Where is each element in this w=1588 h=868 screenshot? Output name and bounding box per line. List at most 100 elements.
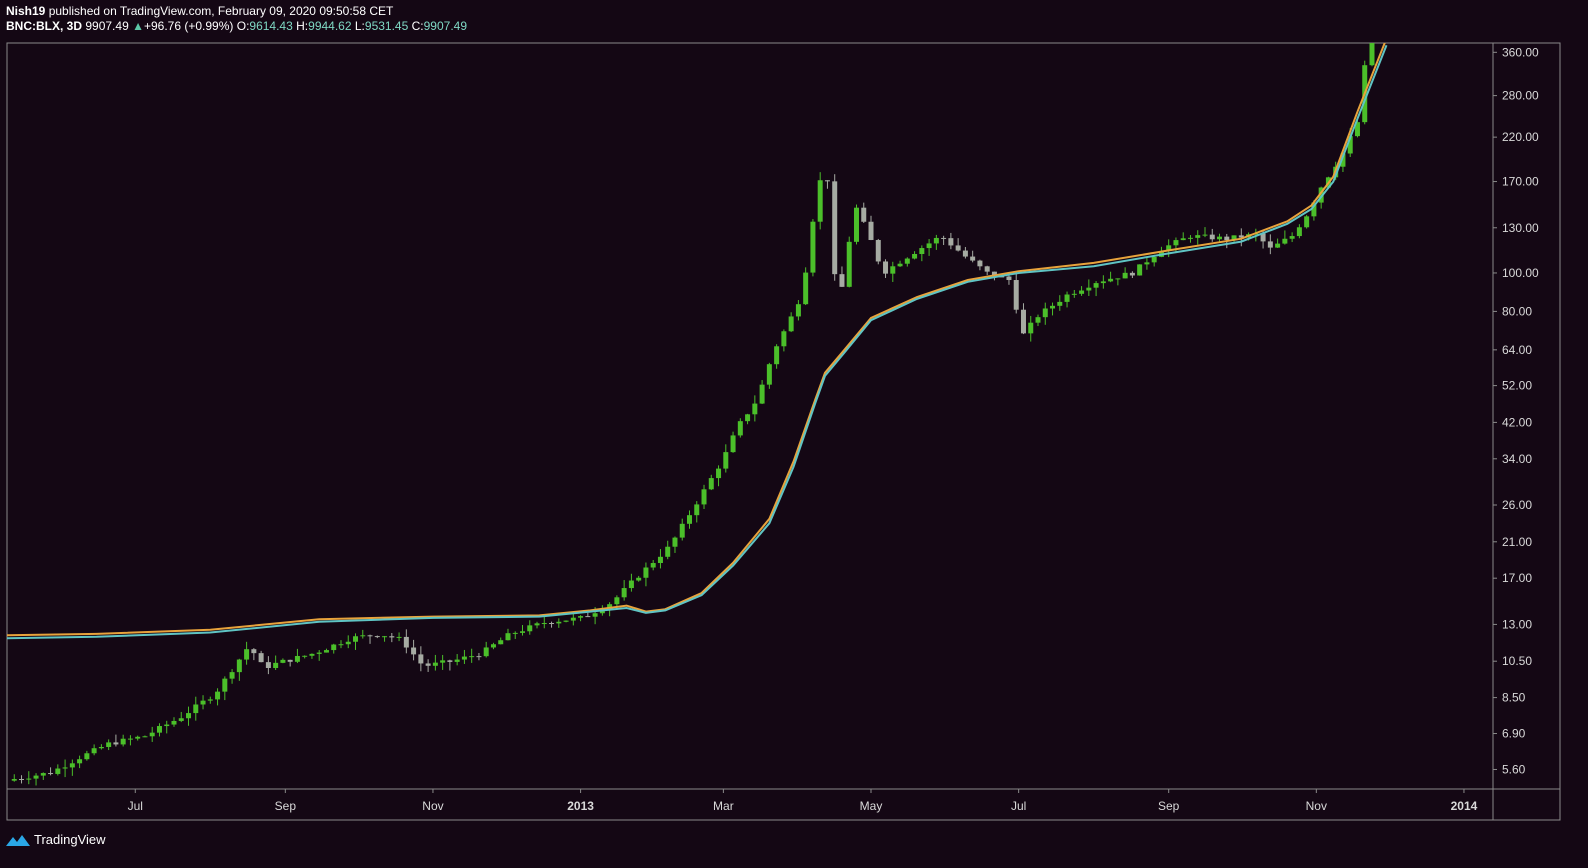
candle-body: [1035, 317, 1041, 323]
candle: [578, 615, 584, 622]
candle-body: [418, 654, 424, 664]
candle-body: [948, 238, 954, 246]
candle: [643, 562, 649, 587]
candle-body: [280, 659, 286, 663]
y-tick-label: 26.00: [1502, 498, 1532, 512]
candle-body: [817, 180, 823, 222]
candle-body: [1057, 301, 1063, 306]
candle-body: [178, 718, 184, 721]
candle-body: [1311, 202, 1317, 217]
candle: [1115, 278, 1121, 286]
candle: [91, 744, 97, 756]
candle-body: [1304, 216, 1310, 228]
candle-body: [556, 621, 562, 624]
candle: [1238, 228, 1244, 247]
candle-body: [694, 504, 700, 516]
candle-body: [846, 241, 852, 287]
candle: [1122, 267, 1128, 279]
candle: [55, 764, 61, 776]
candle-body: [1340, 153, 1346, 167]
candle-body: [19, 779, 25, 781]
candle-body: [527, 625, 533, 632]
y-tick-label: 13.00: [1502, 617, 1532, 631]
candle: [476, 652, 482, 661]
candle: [360, 629, 366, 639]
publisher-name[interactable]: Nish19: [6, 4, 46, 18]
candle-body: [686, 515, 692, 524]
candle-body: [353, 636, 359, 642]
candle-body: [91, 748, 97, 754]
candle: [77, 755, 83, 769]
candle: [382, 635, 388, 642]
candle: [948, 232, 954, 250]
candle: [679, 518, 685, 541]
candle-body: [599, 609, 605, 614]
candle-body: [222, 678, 228, 692]
candle: [127, 735, 133, 746]
y-tick-label: 5.60: [1502, 762, 1526, 776]
candle: [33, 773, 39, 786]
candle-body: [1217, 236, 1223, 240]
candle-body: [1129, 272, 1135, 276]
candle: [795, 300, 801, 321]
footer-brand-label: TradingView: [34, 832, 106, 847]
candle-body: [62, 767, 68, 769]
candle: [135, 735, 141, 741]
candle: [1137, 264, 1143, 276]
candle-body: [585, 616, 591, 618]
candle: [1144, 257, 1150, 270]
x-tick-label: Mar: [713, 799, 734, 813]
candle-body: [534, 623, 540, 626]
candle: [1275, 238, 1281, 248]
candle-body: [302, 655, 308, 657]
x-tick-label: 2014: [1451, 799, 1478, 813]
x-tick-label: Sep: [275, 799, 297, 813]
candle-body: [672, 537, 678, 547]
candle-body: [461, 656, 467, 660]
candle: [708, 474, 714, 491]
candle-body: [498, 640, 504, 645]
symbol-label[interactable]: BNC:BLX, 3D: [6, 19, 83, 33]
candle: [1093, 281, 1099, 297]
candle-body: [171, 720, 177, 725]
candle-body: [730, 435, 736, 453]
candle: [251, 648, 257, 661]
candle-body: [411, 647, 417, 655]
candle: [280, 658, 286, 664]
candle-body: [621, 588, 627, 598]
candle-body: [229, 672, 235, 679]
candle-body: [628, 580, 634, 589]
candle: [628, 573, 634, 592]
candle: [1209, 228, 1215, 242]
candle: [440, 654, 446, 670]
x-tick-label: Sep: [1158, 799, 1180, 813]
candle: [527, 620, 533, 635]
candle-body: [679, 523, 685, 538]
publish-line: Nish19 published on TradingView.com, Feb…: [6, 4, 467, 19]
candle-body: [890, 266, 896, 274]
candle: [411, 639, 417, 661]
candle: [309, 653, 315, 659]
candle-body: [40, 773, 46, 776]
candle: [1129, 271, 1135, 279]
candle-body: [839, 274, 845, 287]
candle: [723, 444, 729, 473]
candle: [345, 635, 351, 649]
candle-body: [389, 636, 395, 638]
candle-body: [512, 632, 518, 634]
candle: [403, 629, 409, 654]
candle-body: [541, 623, 547, 625]
candle-body: [1289, 236, 1295, 239]
footer-brand[interactable]: TradingView: [6, 832, 106, 847]
candle: [1079, 286, 1085, 296]
candle: [984, 265, 990, 276]
candle: [839, 266, 845, 288]
candle: [694, 501, 700, 523]
candle-body: [868, 221, 874, 240]
y-tick-label: 42.00: [1502, 415, 1532, 429]
candle-body: [360, 635, 366, 637]
candle-body: [955, 245, 961, 251]
x-tick-label: Jul: [1011, 799, 1026, 813]
candle: [447, 659, 453, 671]
